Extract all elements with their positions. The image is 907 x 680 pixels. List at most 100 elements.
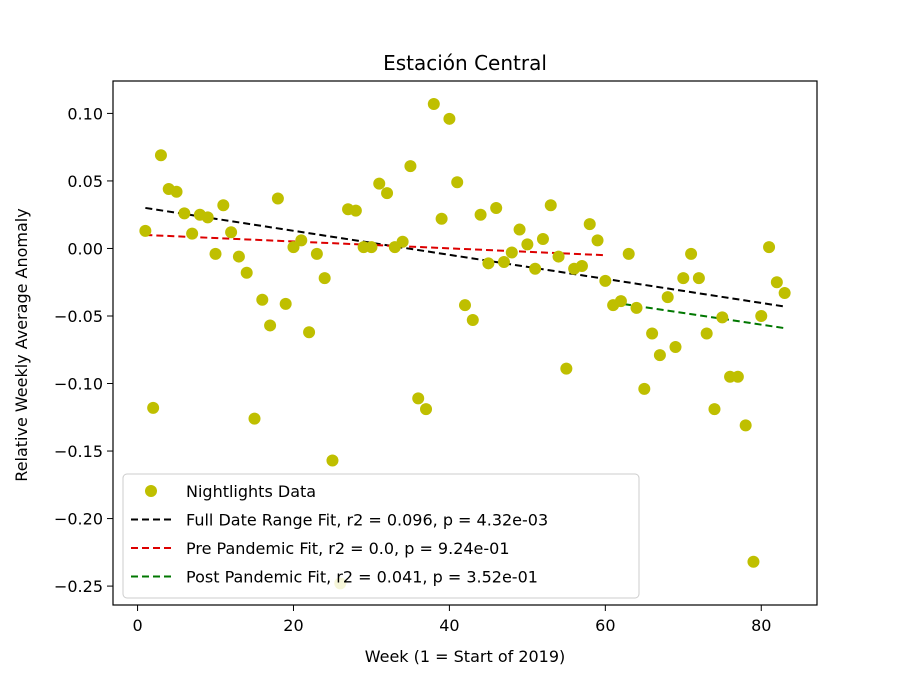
data-point: [685, 247, 698, 260]
y-tick-label: 0.00: [67, 239, 103, 258]
data-point: [755, 309, 768, 322]
data-point: [303, 326, 316, 339]
data-point: [661, 291, 674, 304]
data-point: [505, 246, 518, 259]
x-tick-label: 0: [132, 616, 142, 635]
data-point: [583, 218, 596, 231]
data-point: [739, 419, 752, 432]
y-tick-label: −0.25: [54, 577, 103, 596]
x-tick-label: 40: [439, 616, 459, 635]
data-point: [529, 262, 542, 275]
data-point: [497, 255, 510, 268]
data-point: [653, 349, 666, 362]
data-point: [139, 224, 152, 237]
x-tick-label: 20: [283, 616, 303, 635]
data-point: [248, 412, 261, 425]
y-tick-label: −0.05: [54, 307, 103, 326]
data-point: [365, 241, 378, 254]
data-point: [677, 272, 690, 285]
data-point: [318, 272, 331, 285]
data-point: [552, 250, 565, 263]
data-point: [279, 297, 292, 310]
x-axis-title: Week (1 = Start of 2019): [365, 647, 566, 666]
data-point: [599, 274, 612, 287]
legend-label: Nightlights Data: [186, 482, 316, 501]
x-tick-label: 80: [751, 616, 771, 635]
data-point: [435, 212, 448, 225]
data-point: [170, 185, 183, 198]
data-point: [708, 403, 721, 416]
y-tick-label: −0.15: [54, 442, 103, 461]
data-point: [669, 341, 682, 354]
data-point: [154, 149, 167, 162]
y-axis: −0.25 −0.20 −0.15 −0.10 −0.05 0.00 0.05 0.10: [54, 104, 113, 596]
fit-line-1: [145, 206, 785, 308]
data-point: [427, 97, 440, 110]
data-point: [778, 287, 791, 300]
legend-marker: [145, 485, 157, 497]
data-point: [349, 204, 362, 217]
data-point: [716, 311, 729, 324]
y-tick-label: −0.20: [54, 510, 103, 529]
data-point: [217, 199, 230, 212]
y-tick-label: 0.10: [67, 104, 103, 123]
data-point: [770, 276, 783, 289]
data-point: [622, 247, 635, 260]
data-point: [692, 272, 705, 285]
data-point: [373, 177, 386, 190]
data-point: [560, 362, 573, 375]
data-point: [412, 392, 425, 405]
data-point: [147, 401, 160, 414]
data-point: [310, 247, 323, 260]
data-point: [232, 250, 245, 263]
data-point: [747, 555, 760, 568]
data-point: [178, 207, 191, 220]
data-points: [139, 97, 791, 590]
data-point: [466, 314, 479, 327]
data-point: [420, 403, 433, 416]
data-point: [763, 241, 776, 254]
data-point: [396, 235, 409, 248]
data-point: [482, 257, 495, 270]
data-point: [271, 192, 284, 205]
data-point: [591, 234, 604, 247]
data-point: [404, 160, 417, 173]
data-point: [295, 234, 308, 247]
data-point: [209, 247, 222, 260]
data-point: [646, 327, 659, 340]
legend-label: Pre Pandemic Fit, r2 = 0.0, p = 9.24e-01: [186, 539, 510, 558]
plot-frame: [112, 80, 818, 606]
data-point: [443, 112, 456, 125]
data-point: [575, 260, 588, 273]
data-point: [490, 201, 503, 214]
data-point: [201, 211, 214, 224]
data-point: [536, 233, 549, 246]
data-point: [630, 301, 643, 314]
data-point: [521, 238, 534, 251]
data-point: [186, 227, 199, 240]
legend: Nightlights Data Full Date Range Fit, r2 …: [122, 473, 640, 599]
legend-label: Full Date Range Fit, r2 = 0.096, p = 4.3…: [186, 511, 548, 530]
chart-title: Estación Central: [383, 51, 547, 75]
data-point: [544, 199, 557, 212]
data-point: [513, 223, 526, 236]
data-point: [225, 226, 238, 239]
y-axis-title: Relative Weekly Average Anomaly: [12, 208, 31, 481]
x-axis: 0 20 40 60 80: [132, 605, 771, 635]
data-point: [614, 295, 627, 308]
data-point: [731, 370, 744, 383]
y-tick-label: 0.05: [67, 172, 103, 191]
data-point: [256, 293, 269, 306]
data-point: [240, 266, 253, 279]
data-point: [326, 454, 339, 467]
data-point: [287, 241, 300, 254]
data-point: [638, 382, 651, 395]
data-point: [700, 327, 713, 340]
data-point: [381, 187, 394, 200]
x-tick-label: 60: [595, 616, 615, 635]
data-point: [264, 319, 277, 332]
data-point: [459, 299, 471, 312]
data-point: [474, 208, 487, 221]
legend-label: Post Pandemic Fit, r2 = 0.041, p = 3.52e…: [186, 568, 538, 587]
